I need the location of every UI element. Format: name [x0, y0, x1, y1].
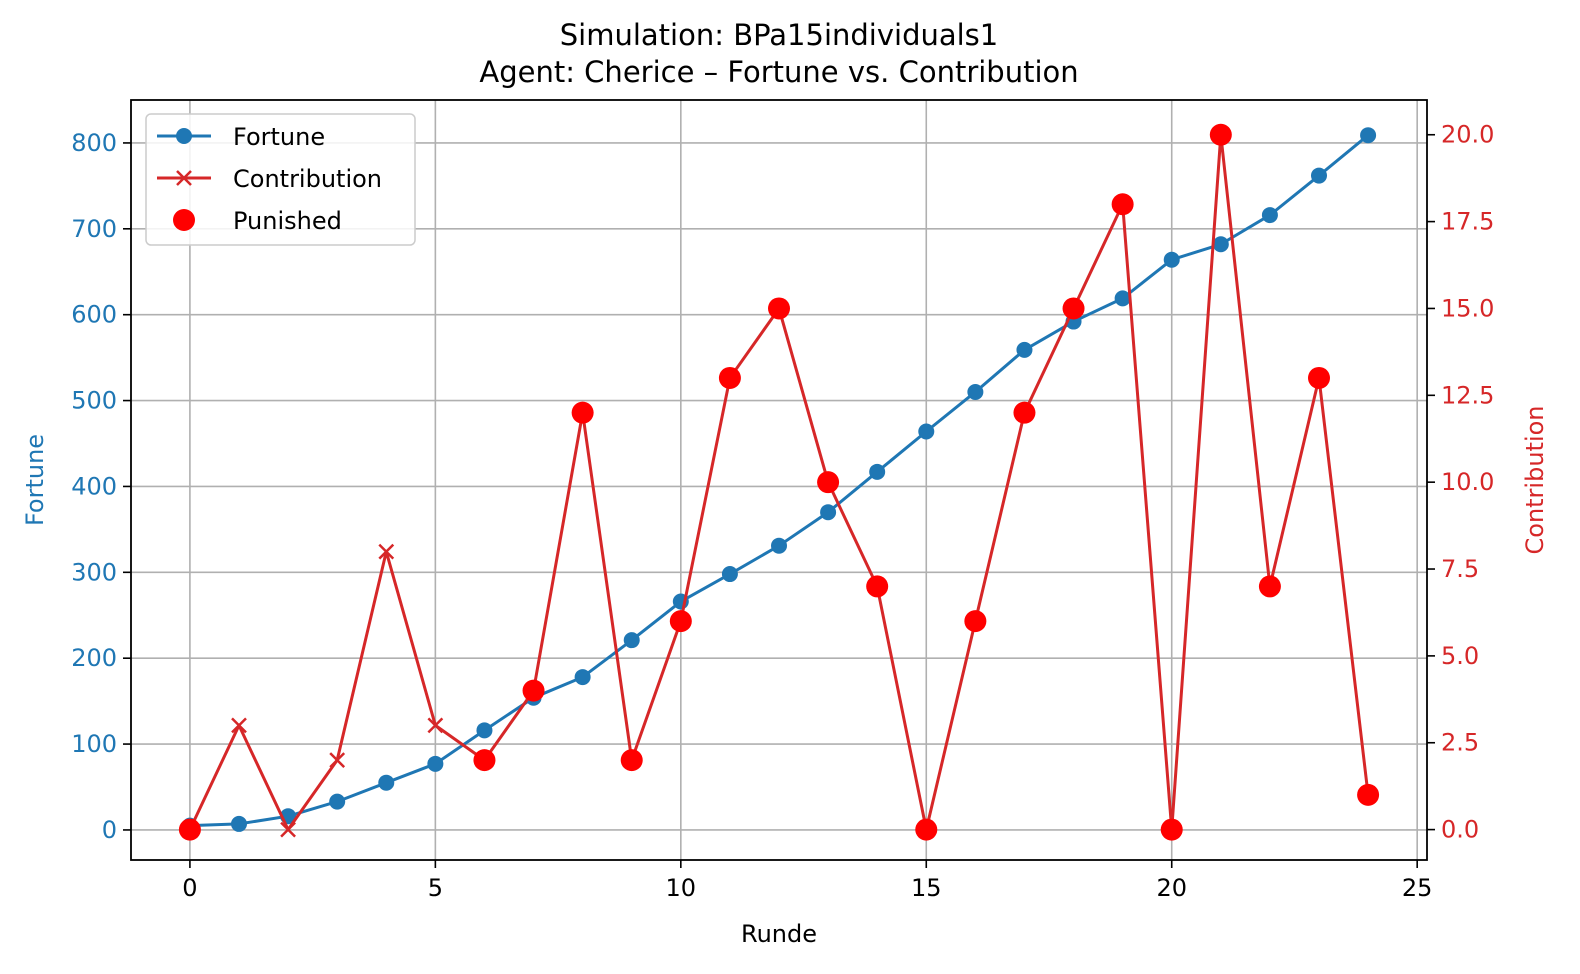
punished-point — [768, 297, 790, 320]
chart-title-line1: Simulation: BPa15individuals1 — [560, 18, 999, 52]
y-left-tick-label: 600 — [71, 301, 117, 329]
legend: Fortune Contribution Punished — [145, 113, 416, 246]
fortune-point — [1114, 290, 1131, 307]
x-tick-label: 0 — [182, 874, 197, 902]
x-tick-label: 20 — [1156, 874, 1187, 902]
contribution-point — [280, 821, 296, 838]
y-left-tick-label: 400 — [71, 472, 117, 500]
punished-point — [964, 610, 987, 633]
fortune-point — [820, 504, 837, 521]
y-left-tick-label: 700 — [71, 215, 117, 243]
fortune-point — [869, 463, 886, 480]
series-layer — [178, 123, 1380, 841]
y-right-tick-label: 7.5 — [1441, 555, 1479, 583]
punished-point — [718, 366, 741, 389]
y-left-tick-label: 0 — [102, 816, 117, 844]
fortune-point — [231, 815, 247, 832]
y-right-tick-label: 2.5 — [1441, 729, 1479, 757]
punished-point — [1111, 193, 1134, 216]
y-right-tick-label: 0.0 — [1441, 816, 1479, 844]
y-right-axis-label: Contribution — [1521, 405, 1549, 554]
punished-point — [1209, 123, 1232, 146]
y-left-axis-label: Fortune — [21, 434, 49, 526]
punished-point — [1160, 818, 1183, 841]
y-right-tick-label: 17.5 — [1441, 208, 1494, 236]
fortune-point — [1016, 341, 1033, 358]
x-tick-label: 5 — [428, 874, 443, 902]
fortune-point — [329, 793, 346, 810]
punished-point — [178, 818, 201, 841]
x-tick-label: 25 — [1402, 874, 1433, 902]
y-right-tick-label: 5.0 — [1441, 642, 1479, 670]
punished-point — [915, 818, 938, 841]
y-left-tick-label: 500 — [71, 387, 117, 415]
y-right-tick-label: 12.5 — [1441, 381, 1494, 409]
y-left-tick-label: 200 — [71, 644, 117, 672]
y-right-tick-label: 20.0 — [1441, 121, 1494, 149]
fortune-point — [1360, 127, 1377, 144]
fortune-point — [1212, 236, 1229, 253]
punished-point — [1258, 575, 1281, 598]
fortune-point — [1311, 167, 1327, 184]
fortune-point — [574, 669, 591, 686]
legend-punished-marker — [173, 209, 195, 231]
legend-fortune-label: Fortune — [233, 123, 325, 151]
fortune-point — [476, 722, 493, 739]
punished-point — [473, 749, 496, 772]
punished-point — [866, 575, 889, 598]
punished-point — [620, 749, 643, 772]
legend-box — [145, 113, 416, 246]
punished-point — [669, 610, 692, 633]
y-left-tick-label: 800 — [71, 129, 117, 157]
y-right-ticks: 0.0 2.5 5.0 7.5 10.0 12.5 15.0 17.5 20.0 — [1427, 121, 1494, 844]
fortune-point — [771, 537, 787, 554]
x-tick-label: 15 — [911, 874, 942, 902]
x-tick-label: 10 — [666, 874, 697, 902]
y-right-tick-label: 10.0 — [1441, 468, 1494, 496]
y-left-ticks: 0 100 200 300 400 500 600 700 800 — [71, 129, 131, 844]
chart-title-line2: Agent: Cherice – Fortune vs. Contributio… — [479, 55, 1078, 89]
legend-contribution-label: Contribution — [233, 165, 382, 193]
punished-point — [1062, 297, 1085, 320]
punished-point — [571, 401, 594, 424]
legend-fortune-marker — [176, 128, 192, 144]
fortune-point — [378, 774, 395, 791]
fortune-point — [1163, 251, 1180, 268]
fortune-point — [918, 423, 935, 440]
fortune-point — [721, 566, 738, 583]
fortune-point — [1261, 207, 1278, 224]
fortune-point — [967, 383, 984, 400]
punished-point — [1357, 783, 1380, 806]
contribution-point — [329, 752, 346, 768]
legend-contribution-marker — [176, 170, 192, 186]
y-left-tick-label: 100 — [71, 730, 117, 758]
punished-point — [1308, 366, 1330, 389]
x-axis-label: Runde — [741, 920, 817, 948]
contribution-point — [427, 717, 444, 734]
punished-point — [522, 679, 545, 702]
punished-point — [817, 471, 840, 494]
plot-frame — [130, 99, 1428, 861]
punished-point — [1013, 401, 1036, 424]
contribution-point — [378, 543, 395, 560]
legend-punished-label: Punished — [233, 207, 342, 235]
x-ticks: 0 5 10 15 20 25 — [182, 860, 1432, 902]
fortune-point — [623, 632, 640, 649]
y-left-tick-label: 300 — [71, 558, 117, 586]
fortune-point — [427, 755, 444, 772]
y-right-tick-label: 15.0 — [1441, 294, 1494, 322]
contribution-point — [231, 717, 247, 734]
